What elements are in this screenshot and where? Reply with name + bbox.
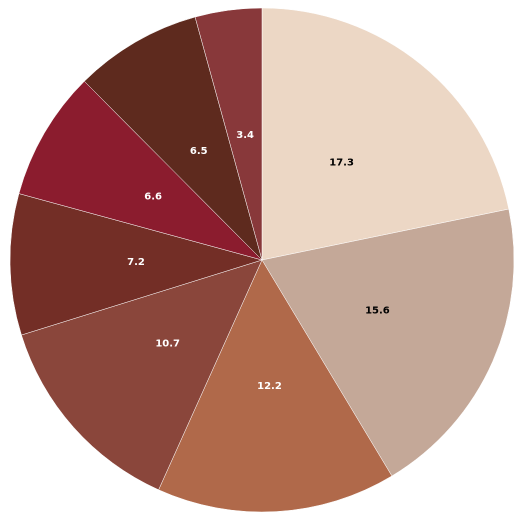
pie-slice xyxy=(261,7,510,261)
pie-slice xyxy=(18,80,263,261)
pie-slice xyxy=(83,16,263,261)
data-label: 7.2 xyxy=(127,257,145,268)
pie-slice xyxy=(261,208,515,477)
data-label: 10.7 xyxy=(155,339,180,350)
data-label: 3.4 xyxy=(236,130,254,141)
data-label: 6.5 xyxy=(190,146,208,157)
pie-slice xyxy=(194,7,263,261)
data-label: 17.3 xyxy=(329,157,354,168)
pie-slice xyxy=(21,259,263,491)
data-label: 15.6 xyxy=(365,306,390,317)
data-label: 12.2 xyxy=(257,381,282,392)
pie-slice xyxy=(158,259,393,513)
pie-slice xyxy=(9,193,263,336)
data-label: 6.6 xyxy=(144,192,162,203)
